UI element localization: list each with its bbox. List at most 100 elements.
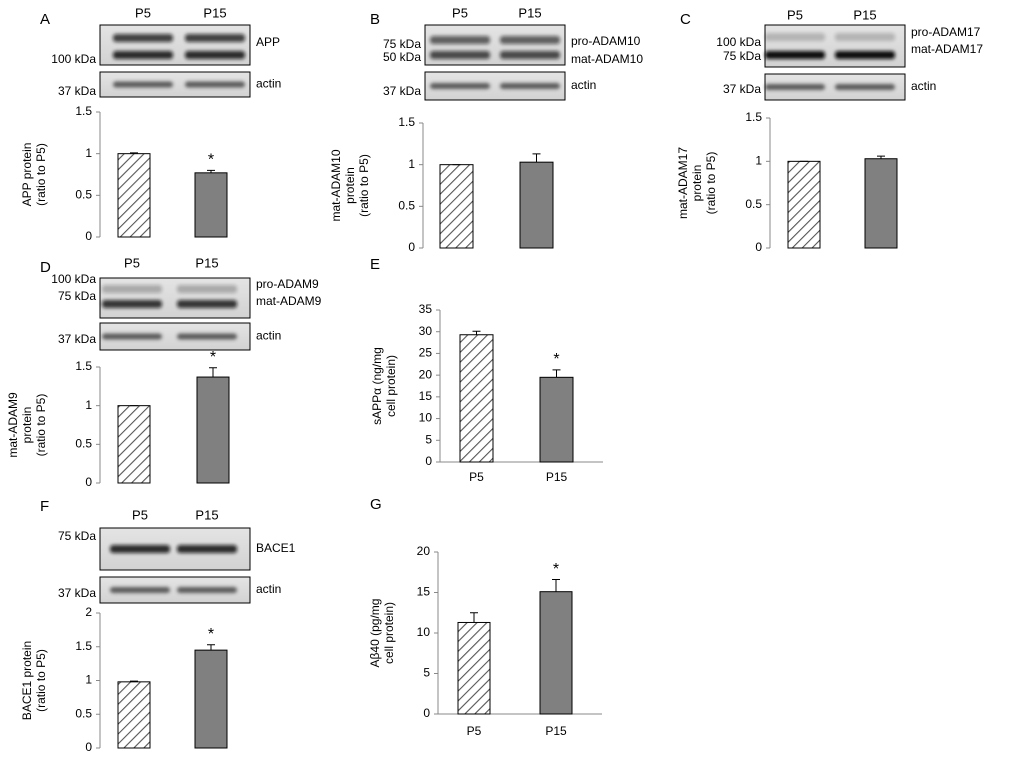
error-bar — [130, 680, 138, 682]
y-tick-label: 15 — [419, 389, 433, 403]
y-tick-label: 10 — [419, 411, 433, 425]
bar — [194, 172, 228, 238]
x-tick-label: P5 — [469, 470, 484, 484]
y-axis-label: cell protein) — [384, 355, 398, 417]
y-axis-label: protein — [20, 407, 34, 444]
bar — [117, 681, 151, 749]
bar — [459, 334, 494, 463]
band — [102, 285, 162, 293]
lane-label: P5 — [452, 5, 468, 20]
marker-label: 75 kDa — [723, 49, 761, 63]
actin-label: actin — [256, 329, 281, 343]
y-tick-label: 0 — [408, 240, 415, 254]
marker-label: 75 kDa — [58, 529, 96, 543]
panel-label: F — [40, 498, 49, 515]
actin-band — [113, 81, 173, 88]
band — [765, 33, 825, 41]
panel-label: D — [40, 259, 51, 276]
actin-band — [430, 83, 490, 89]
error-bar — [552, 369, 561, 378]
actin-marker: 37 kDa — [58, 586, 96, 600]
y-tick-label: 1.5 — [75, 104, 92, 118]
actin-marker: 37 kDa — [58, 332, 96, 346]
error-bar — [209, 367, 217, 378]
actin-marker: 37 kDa — [58, 84, 96, 98]
marker-label: 100 kDa — [716, 35, 761, 49]
significance: * — [208, 626, 214, 643]
panel-label: C — [680, 11, 691, 28]
band — [500, 51, 560, 59]
y-tick-label: 0.5 — [75, 706, 92, 720]
significance: * — [553, 351, 559, 368]
marker-label: 50 kDa — [383, 50, 421, 64]
y-tick-label: 0.5 — [75, 437, 92, 451]
y-tick-label: 1.5 — [745, 110, 762, 124]
actin-band — [102, 333, 162, 340]
y-axis-label: protein — [343, 167, 357, 204]
band — [113, 34, 173, 42]
y-axis-label: (ratio to P5) — [34, 143, 48, 206]
y-axis-label: Aβ40 (pg/mg — [368, 599, 382, 668]
band — [113, 51, 173, 59]
actin-label: actin — [256, 582, 281, 596]
panel-label: B — [370, 11, 380, 28]
lane-label: P15 — [853, 7, 876, 22]
y-axis-label: APP protein — [20, 143, 34, 207]
y-tick-label: 1 — [85, 673, 92, 687]
y-tick-label: 0.5 — [398, 199, 415, 213]
band-label: pro-ADAM17 — [911, 25, 981, 39]
bar — [194, 649, 228, 749]
y-tick-label: 1.5 — [75, 359, 92, 373]
actin-label: actin — [256, 77, 281, 91]
error-bar — [130, 152, 138, 154]
y-tick-label: 30 — [419, 324, 433, 338]
y-tick-label: 15 — [417, 585, 431, 599]
band — [185, 51, 245, 59]
x-tick-label: P15 — [545, 724, 567, 738]
lane-label: P15 — [518, 5, 541, 20]
blot — [764, 24, 906, 68]
y-axis-label: (ratio to P5) — [704, 152, 718, 215]
y-tick-label: 10 — [417, 625, 431, 639]
band — [500, 36, 560, 44]
band — [835, 51, 895, 59]
significance: * — [553, 561, 559, 578]
band — [185, 34, 245, 42]
y-tick-label: 35 — [419, 302, 433, 316]
significance: * — [210, 349, 216, 366]
marker-label: 75 kDa — [383, 37, 421, 51]
error-bar — [207, 169, 215, 173]
actin-label: actin — [911, 79, 936, 93]
lane-label: P5 — [132, 507, 148, 522]
bar — [864, 158, 898, 249]
actin-marker: 37 kDa — [383, 84, 421, 98]
y-tick-label: 1 — [85, 146, 92, 160]
band — [835, 33, 895, 41]
y-tick-label: 1 — [755, 154, 762, 168]
x-tick-label: P5 — [467, 724, 482, 738]
panel-label: A — [40, 11, 50, 28]
y-tick-label: 0 — [423, 706, 430, 720]
actin-label: actin — [571, 78, 596, 92]
panel-label: G — [370, 496, 382, 513]
lane-label: P5 — [124, 255, 140, 270]
bar — [117, 405, 151, 484]
bar — [117, 153, 151, 238]
band-label: pro-ADAM9 — [256, 277, 319, 291]
y-axis-label: sAPPα (ng/mg — [370, 347, 384, 425]
band-label: BACE1 — [256, 541, 296, 555]
error-bar — [472, 330, 481, 335]
y-tick-label: 20 — [417, 544, 431, 558]
bar — [196, 376, 230, 484]
y-tick-label: 1.5 — [398, 115, 415, 129]
marker-label: 75 kDa — [58, 289, 96, 303]
y-tick-label: 1 — [408, 157, 415, 171]
significance: * — [208, 152, 214, 169]
lane-label: P15 — [203, 5, 226, 20]
y-tick-label: 0 — [755, 240, 762, 254]
y-tick-label: 1 — [85, 398, 92, 412]
band — [177, 285, 237, 293]
lane-label: P15 — [195, 255, 218, 270]
y-tick-label: 0 — [85, 740, 92, 754]
